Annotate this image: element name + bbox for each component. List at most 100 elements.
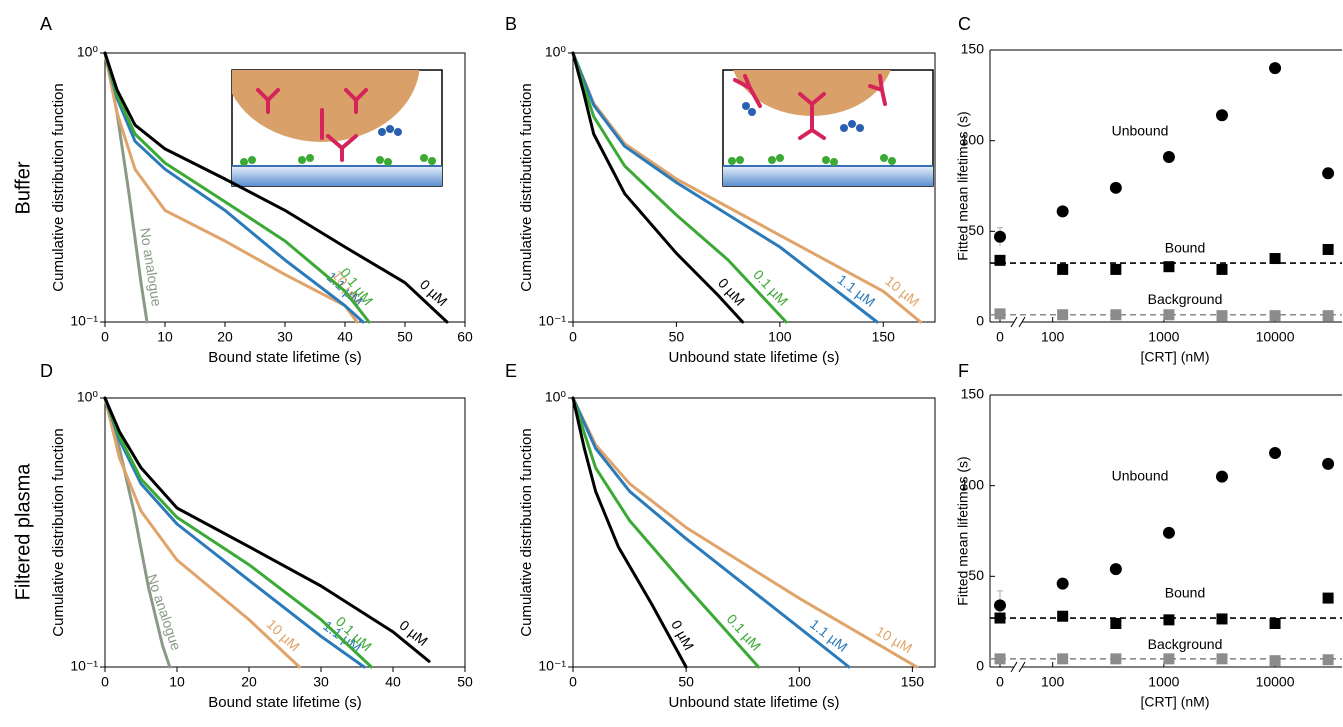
point bbox=[994, 254, 1006, 266]
series-label: Background bbox=[1148, 636, 1223, 652]
cdf-line bbox=[103, 51, 149, 324]
point bbox=[1056, 205, 1069, 218]
x-tick-label: 50 bbox=[669, 329, 685, 345]
x-tick-label: 30 bbox=[277, 329, 293, 345]
series-label: 10 µM bbox=[882, 272, 922, 309]
series-label: 0.1 µM bbox=[724, 611, 765, 654]
series-label: 0 µM bbox=[397, 617, 431, 649]
point bbox=[1216, 263, 1228, 275]
x-tick-label: 150 bbox=[901, 674, 925, 690]
point bbox=[1057, 263, 1069, 275]
plot-frame bbox=[572, 397, 936, 668]
y-tick-label: 10⁰ bbox=[77, 44, 99, 60]
y-axis-label: Cumulative distribution function bbox=[518, 83, 535, 291]
y-axis-label: Cumulative distribution function bbox=[518, 428, 535, 636]
point bbox=[1163, 614, 1175, 626]
y-axis-label: Fitted mean lifetimes (s) bbox=[955, 456, 971, 605]
series-label: Unbound bbox=[1112, 122, 1169, 138]
series-label: No analogue bbox=[137, 227, 165, 308]
cdf-line bbox=[103, 51, 359, 324]
axis-break bbox=[1010, 316, 1026, 328]
y-tick-label: 10⁻¹ bbox=[538, 313, 566, 329]
y-tick-label: 50 bbox=[968, 222, 984, 238]
x-tick-label: 0 bbox=[569, 674, 577, 690]
y-axis-label: Fitted mean lifetimes (s) bbox=[955, 111, 971, 260]
cdf-line bbox=[103, 51, 365, 324]
y-tick-label: 10⁰ bbox=[545, 44, 567, 60]
point bbox=[994, 599, 1006, 612]
plot-frame bbox=[572, 52, 936, 323]
x-tick-label: 50 bbox=[397, 329, 413, 345]
x-tick-label: 10000 bbox=[1256, 329, 1295, 345]
cdf-line bbox=[103, 396, 431, 663]
inset-bound bbox=[231, 69, 443, 187]
x-tick-label: 10 bbox=[157, 329, 173, 345]
point bbox=[1109, 181, 1122, 194]
x-tick-label: 100 bbox=[768, 329, 792, 345]
point bbox=[1163, 653, 1175, 665]
row-label: Buffer bbox=[12, 161, 34, 214]
series-label: Background bbox=[1148, 291, 1223, 307]
point bbox=[994, 230, 1006, 243]
series-label: Bound bbox=[1165, 239, 1205, 255]
point bbox=[1163, 309, 1175, 321]
x-tick-label: 1000 bbox=[1148, 329, 1179, 345]
y-tick-label: 10⁰ bbox=[77, 389, 99, 405]
x-tick-label: 100 bbox=[1041, 329, 1065, 345]
cdf-line bbox=[571, 396, 851, 669]
point bbox=[1109, 563, 1122, 576]
point bbox=[1215, 109, 1228, 122]
point bbox=[1216, 613, 1228, 625]
series-label: Bound bbox=[1165, 584, 1205, 600]
point bbox=[994, 612, 1006, 624]
x-tick-label: 50 bbox=[678, 674, 694, 690]
point bbox=[1215, 470, 1228, 483]
point bbox=[1057, 653, 1069, 665]
series-label: Unbound bbox=[1112, 467, 1169, 483]
y-tick-label: 150 bbox=[961, 41, 985, 57]
y-tick-label: 10⁰ bbox=[545, 389, 567, 405]
cdf-line bbox=[571, 396, 688, 669]
series-label: 0 µM bbox=[417, 276, 451, 309]
x-tick-label: 1000 bbox=[1148, 674, 1179, 690]
point bbox=[1056, 577, 1069, 590]
point bbox=[1110, 653, 1122, 665]
cdf-line bbox=[103, 51, 371, 324]
y-tick-label: 150 bbox=[961, 386, 985, 402]
series-label: 0.1 µM bbox=[750, 266, 791, 308]
row-label: Filtered plasma bbox=[12, 463, 34, 601]
cdf-line bbox=[103, 396, 301, 669]
y-axis-label: Cumulative distribution function bbox=[50, 428, 67, 636]
point bbox=[1269, 447, 1282, 460]
inset-unbound bbox=[722, 69, 934, 187]
y-tick-label: 0 bbox=[976, 313, 984, 329]
x-tick-label: 20 bbox=[241, 674, 257, 690]
point bbox=[1162, 150, 1175, 163]
series-label: No analogue bbox=[144, 572, 185, 653]
y-tick-label: 10⁻¹ bbox=[538, 658, 566, 674]
x-tick-label: 100 bbox=[788, 674, 812, 690]
x-tick-label: 100 bbox=[1041, 674, 1065, 690]
panel-letter: B bbox=[505, 14, 517, 34]
x-tick-label: 10000 bbox=[1256, 674, 1295, 690]
point bbox=[1322, 457, 1335, 470]
point bbox=[1057, 309, 1069, 321]
x-tick-label: 0 bbox=[101, 674, 109, 690]
x-tick-label: 20 bbox=[217, 329, 233, 345]
point bbox=[1110, 263, 1122, 275]
y-axis-label: Cumulative distribution function bbox=[50, 83, 67, 291]
cdf-line bbox=[571, 51, 879, 324]
x-axis-label: Bound state lifetime (s) bbox=[208, 349, 361, 366]
x-tick-label: 50 bbox=[457, 674, 473, 690]
panel-letter: E bbox=[505, 361, 517, 381]
x-tick-label: 0 bbox=[101, 329, 109, 345]
y-tick-label: 10⁻¹ bbox=[70, 313, 98, 329]
cdf-line bbox=[103, 396, 172, 669]
cdf-line bbox=[103, 51, 449, 324]
panel-letter: F bbox=[958, 361, 969, 381]
x-tick-label: 40 bbox=[337, 329, 353, 345]
point bbox=[1269, 62, 1282, 75]
axis-break bbox=[1010, 661, 1026, 673]
